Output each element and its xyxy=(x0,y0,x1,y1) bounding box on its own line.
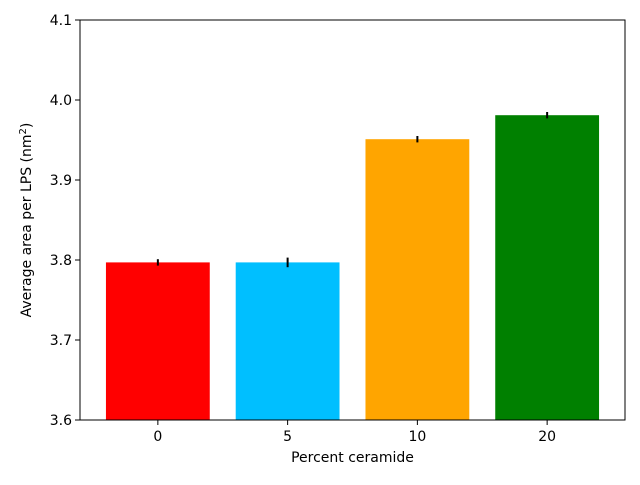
bars-layer xyxy=(105,115,600,420)
bar-5 xyxy=(235,262,340,420)
bar-10 xyxy=(365,139,470,420)
y-axis-label-suffix: ) xyxy=(19,123,35,128)
plot-frame xyxy=(79,19,626,421)
y-axis-label: Average area per LPS (nm2) xyxy=(18,123,36,318)
x-tick-label: 5 xyxy=(283,429,292,445)
x-tick-label: 10 xyxy=(408,429,426,445)
bar-20 xyxy=(495,115,600,420)
y-tick-label: 3.7 xyxy=(50,333,72,349)
x-tick-label: 20 xyxy=(538,429,556,445)
y-tick-label: 3.6 xyxy=(50,413,72,429)
error-bars-layer xyxy=(156,112,549,268)
y-tick-label: 4.1 xyxy=(50,13,72,29)
y-tick-label: 3.9 xyxy=(50,173,72,189)
x-axis-label: Percent ceramide xyxy=(291,450,414,466)
y-axis-label-text: Average area per LPS (nm xyxy=(19,134,35,317)
x-tick-label: 0 xyxy=(153,429,162,445)
bar-0 xyxy=(105,262,210,420)
x-axis: 0 5 10 20 xyxy=(153,420,556,445)
y-axis-label-superscript: 2 xyxy=(18,128,29,134)
y-axis: 3.6 3.7 3.8 3.9 4.0 4.1 xyxy=(50,13,80,429)
y-tick-label: 4.0 xyxy=(50,93,72,109)
y-tick-label: 3.8 xyxy=(50,253,72,269)
